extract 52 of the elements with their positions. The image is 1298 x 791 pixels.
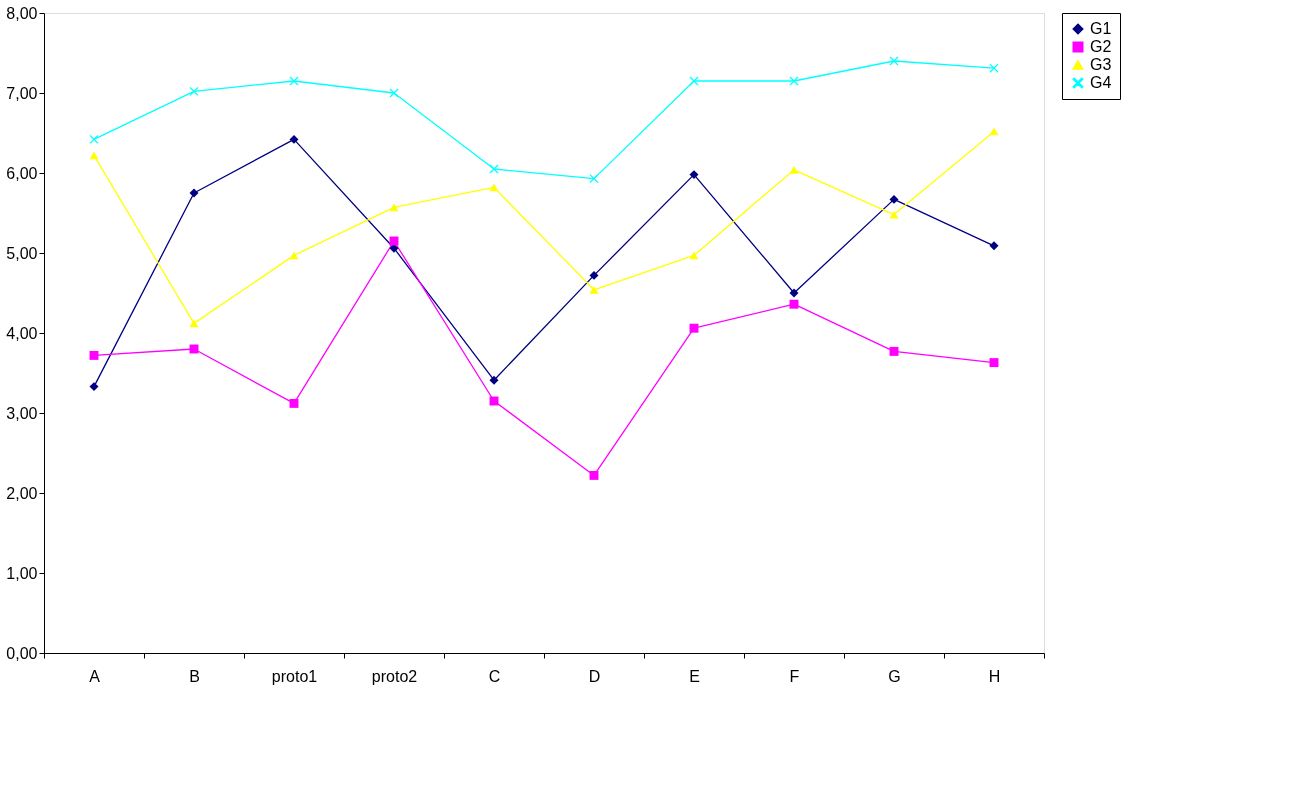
x-tick-label: proto2 bbox=[371, 667, 418, 685]
point bbox=[789, 165, 799, 174]
point bbox=[89, 151, 99, 160]
point bbox=[689, 323, 699, 333]
legend-label: G2 bbox=[1090, 38, 1112, 55]
point bbox=[589, 285, 599, 294]
y-tick-label: 8,00 bbox=[6, 4, 38, 22]
point bbox=[189, 188, 199, 198]
point bbox=[889, 194, 899, 204]
point bbox=[289, 398, 299, 408]
x-tick-label: A bbox=[89, 667, 101, 685]
point bbox=[589, 470, 599, 480]
x-tick-label: D bbox=[588, 667, 601, 685]
point bbox=[789, 299, 799, 309]
point bbox=[889, 346, 899, 356]
point bbox=[189, 86, 199, 96]
point bbox=[989, 127, 999, 136]
y-tick-label: 0,00 bbox=[6, 644, 38, 662]
point bbox=[389, 203, 399, 212]
point bbox=[89, 134, 99, 144]
point bbox=[89, 350, 99, 360]
legend-label: G4 bbox=[1090, 74, 1112, 91]
y-tick-label: 3,00 bbox=[6, 404, 38, 422]
x-tick-label: B bbox=[189, 667, 200, 685]
y-tick-label: 1,00 bbox=[6, 564, 38, 582]
point bbox=[189, 319, 199, 328]
point bbox=[989, 241, 999, 251]
legend-label: G3 bbox=[1090, 56, 1112, 73]
point bbox=[289, 134, 299, 144]
point bbox=[689, 170, 699, 180]
point bbox=[589, 174, 599, 184]
x-tick-label: C bbox=[488, 667, 501, 685]
y-tick-label: 6,00 bbox=[6, 164, 38, 182]
legend-label: G1 bbox=[1090, 20, 1112, 37]
point bbox=[789, 288, 799, 298]
y-tick-label: 7,00 bbox=[6, 84, 38, 102]
y-tick-label: 5,00 bbox=[6, 244, 38, 262]
point bbox=[589, 270, 599, 280]
point bbox=[289, 251, 299, 260]
x-tick-label: G bbox=[888, 667, 901, 685]
point bbox=[89, 382, 99, 392]
point bbox=[989, 358, 999, 368]
point bbox=[489, 375, 499, 385]
point bbox=[489, 183, 499, 192]
point bbox=[989, 63, 999, 73]
x-tick-label: E bbox=[689, 667, 700, 685]
x-tick-label: F bbox=[789, 667, 800, 685]
point bbox=[689, 251, 699, 260]
y-tick-label: 4,00 bbox=[6, 324, 38, 342]
y-tick-label: 2,00 bbox=[6, 484, 38, 502]
x-tick-label: proto1 bbox=[271, 667, 318, 685]
x-tick-label: H bbox=[988, 667, 1001, 685]
